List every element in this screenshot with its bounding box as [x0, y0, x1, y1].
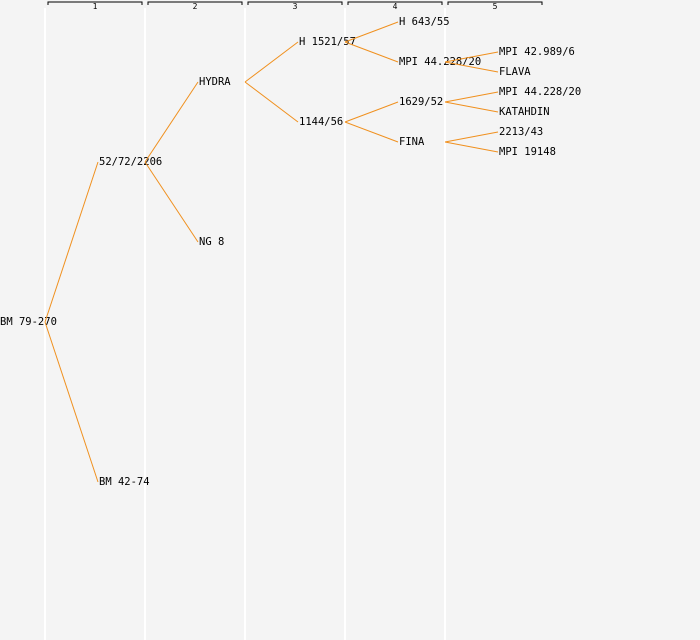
edge	[444, 51, 499, 63]
node-label: NG 8	[199, 236, 224, 248]
edge	[344, 101, 399, 123]
node-label: 52/72/2206	[99, 156, 162, 168]
column-header: 5	[493, 2, 498, 11]
column-header: 3	[293, 2, 298, 11]
node-label: FLAVA	[499, 66, 531, 78]
column-bracket	[347, 1, 443, 5]
node-label: H 643/55	[399, 16, 450, 28]
edge	[444, 131, 499, 143]
node-label: MPI 44.228/20	[499, 86, 581, 98]
edge	[144, 161, 199, 243]
node-label: MPI 42.989/6	[499, 46, 575, 58]
column-bracket	[247, 1, 343, 5]
edge	[444, 61, 499, 73]
edge	[444, 101, 499, 113]
edge	[444, 141, 499, 153]
node-label: BM 79-270	[0, 316, 57, 328]
node-label: BM 42-74	[99, 476, 150, 488]
node-label: KATAHDIN	[499, 106, 550, 118]
node-label: H 1521/57	[299, 36, 356, 48]
node-label: 2213/43	[499, 126, 543, 138]
node-label: FINA	[399, 136, 425, 148]
edge	[344, 41, 399, 63]
edge	[344, 21, 399, 43]
edge	[444, 91, 499, 103]
column-header: 1	[93, 2, 98, 11]
edge	[44, 321, 99, 483]
column-bracket	[447, 1, 543, 5]
node-label: MPI 19148	[499, 146, 556, 158]
edge	[244, 41, 299, 83]
node-label: 1144/56	[299, 116, 343, 128]
edge	[344, 121, 399, 143]
column-bracket	[47, 1, 143, 5]
node-label: 1629/52	[399, 96, 443, 108]
column-dividers	[44, 8, 446, 640]
edge	[244, 81, 299, 123]
edge	[144, 81, 199, 163]
column-header: 4	[393, 2, 398, 11]
column-bracket	[147, 1, 243, 5]
column-header: 2	[193, 2, 198, 11]
edge	[44, 161, 99, 323]
node-label: HYDRA	[199, 76, 231, 88]
